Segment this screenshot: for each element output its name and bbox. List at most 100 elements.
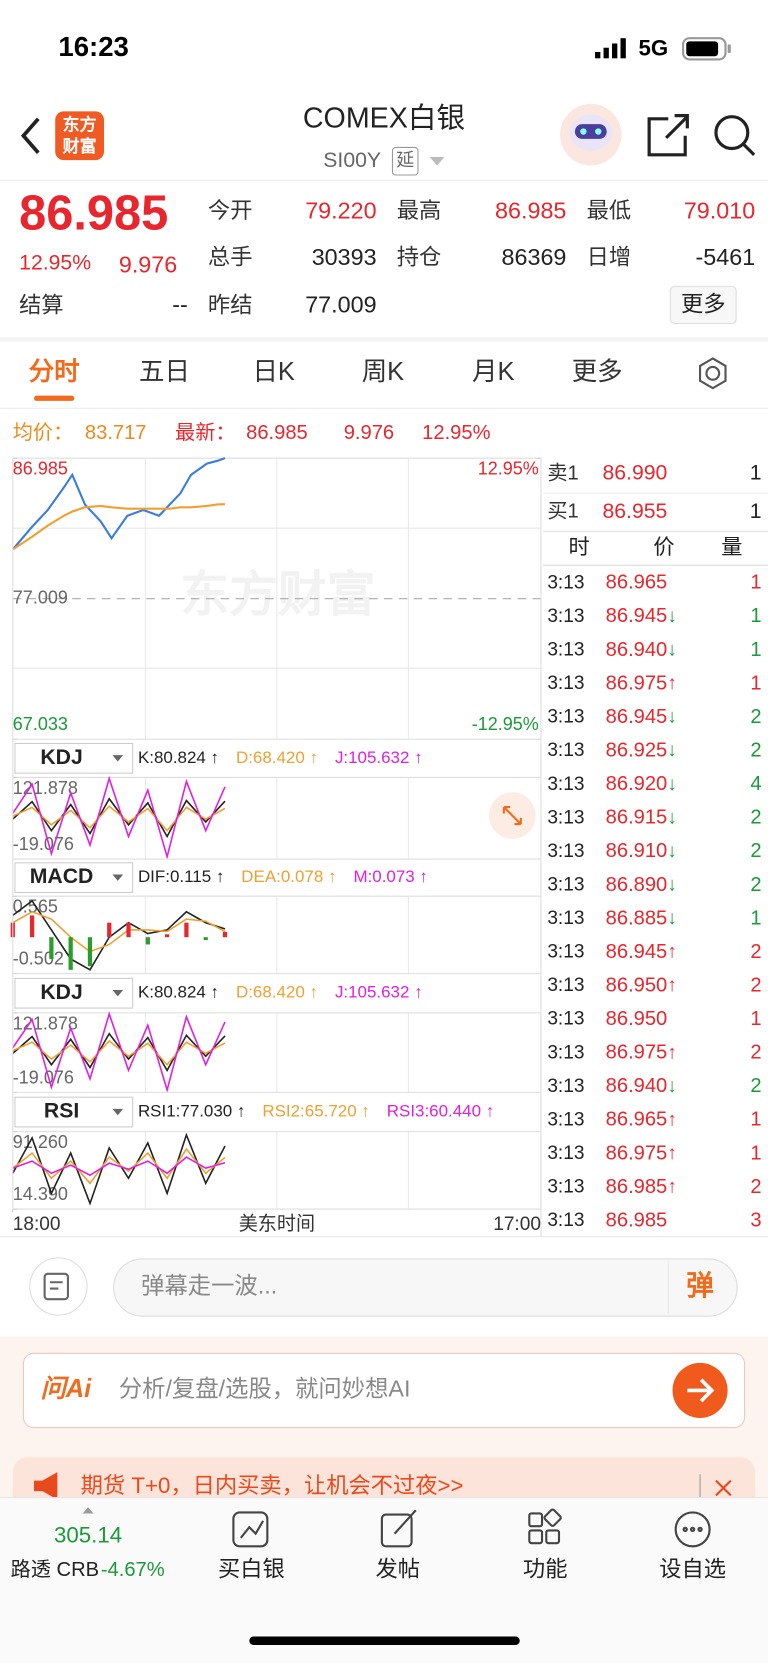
ai-card[interactable] [22, 1352, 746, 1429]
trade-time: 3:13 [547, 1042, 584, 1063]
series-line [12, 1039, 226, 1066]
tab-bar-item[interactable]: 设自选 [659, 1557, 726, 1582]
book-volume: 1 [750, 500, 762, 523]
trade-volume: 4 [750, 773, 761, 795]
series-line [12, 775, 226, 860]
series-line [12, 797, 226, 839]
series-line [12, 503, 226, 551]
book-volume: 1 [750, 462, 762, 485]
y2-tick-label: 12.95% [478, 459, 539, 479]
y-tick-label: 67.033 [13, 714, 68, 734]
trade-time: 3:13 [547, 1076, 584, 1097]
close-banner[interactable] [715, 1479, 732, 1497]
trade-volume: 2 [750, 706, 761, 728]
tab[interactable]: 月K [472, 358, 514, 386]
trade-time: 3:13 [547, 740, 584, 761]
series-line [12, 805, 226, 832]
settings-icon[interactable] [698, 357, 727, 390]
y-tick-label: 91.260 [13, 1132, 68, 1152]
legend-entry: RSI3:60.440 ↑ [387, 1102, 494, 1121]
index-name: 路透 CRB [11, 1558, 99, 1581]
tab-bar-item[interactable]: 发帖 [376, 1557, 421, 1582]
logo-text: 东方 [63, 115, 97, 135]
field-label: 持仓 [397, 245, 442, 270]
indicator-select[interactable] [14, 977, 134, 1009]
back-button[interactable] [20, 117, 40, 154]
trade-price: 86.945 [606, 706, 668, 728]
robot-avatar[interactable] [560, 103, 622, 166]
trade-direction: ↓ [667, 606, 677, 627]
x-axis-label: 美东时间 [239, 1213, 315, 1235]
comment-icon[interactable] [29, 1257, 88, 1316]
series-line [12, 1011, 226, 1094]
series-line [12, 899, 226, 971]
last-change: 9.976 [344, 422, 394, 444]
trade-direction: ↑ [667, 1042, 677, 1063]
indicator-name: KDJ [40, 746, 82, 769]
indicator-select[interactable] [14, 862, 134, 894]
tab[interactable]: 更多 [572, 358, 623, 386]
macd-bar [68, 937, 73, 970]
field-value: -- [172, 292, 188, 318]
trade-price: 86.945 [606, 941, 668, 963]
trade-price: 86.890 [606, 874, 668, 896]
indicator-select[interactable] [14, 742, 134, 774]
trade-time: 3:13 [547, 1143, 584, 1164]
megaphone-icon [34, 1472, 58, 1500]
book-price: 86.955 [602, 500, 667, 523]
legend-entry: J:105.632 ↑ [335, 983, 423, 1002]
trade-price: 86.975 [606, 672, 668, 694]
danmaku-button[interactable]: 弹 [686, 1270, 714, 1301]
badge-box [391, 146, 419, 176]
legend-entry: D:68.420 ↑ [236, 748, 318, 767]
y-tick-label: -0.502 [13, 949, 64, 969]
trade-direction: ↓ [667, 740, 677, 761]
logo[interactable]: 东方 财富 [55, 111, 105, 161]
indicator-name: RSI [44, 1100, 79, 1123]
share-icon[interactable] [647, 114, 689, 157]
y-tick-label: -19.076 [13, 834, 74, 854]
trade-volume: 2 [750, 739, 761, 761]
indicator-select[interactable] [14, 1096, 134, 1128]
tab-underline [34, 395, 75, 401]
ai-go-button[interactable] [672, 1362, 728, 1419]
tab[interactable]: 分时 [29, 358, 80, 386]
trade-volume: 2 [750, 974, 761, 996]
index-change: -4.67% [101, 1559, 165, 1581]
search-icon[interactable] [714, 115, 756, 156]
macd-bar [184, 922, 189, 938]
trade-direction: ↑ [667, 942, 677, 963]
more-button[interactable] [669, 285, 737, 325]
trade-direction: ↓ [667, 707, 677, 728]
x-tick-label: 17:00 [493, 1214, 541, 1235]
tab[interactable]: 五日 [139, 358, 190, 386]
legend-entry: DIF:0.115 ↑ [138, 867, 224, 886]
home-indicator [249, 1636, 520, 1645]
field-value: 77.009 [305, 292, 376, 318]
dropdown-icon[interactable] [429, 156, 445, 166]
more-label: 更多 [681, 291, 726, 316]
symbol: SI00Y [323, 149, 381, 172]
series-line [12, 910, 226, 953]
y-tick-label: 77.009 [13, 587, 68, 607]
tab-bar [0, 1497, 768, 1663]
tab-bar-item[interactable]: 功能 [523, 1557, 568, 1582]
index-value[interactable]: 305.14 [54, 1523, 122, 1548]
y-tick-label: 14.390 [13, 1184, 68, 1204]
trade-time: 3:13 [547, 807, 584, 828]
expand-arrow[interactable] [82, 1507, 94, 1514]
trade-price: 86.915 [606, 807, 668, 829]
trade-direction: ↓ [667, 908, 677, 929]
trade-price: 86.950 [606, 1008, 668, 1030]
comment-input[interactable] [113, 1258, 738, 1317]
logo-text: 财富 [62, 136, 97, 156]
trade-time: 3:13 [547, 942, 584, 963]
macd-bar [222, 931, 228, 938]
tab[interactable]: 日K [252, 358, 294, 386]
dropdown-icon [112, 990, 124, 997]
tab[interactable]: 周K [362, 358, 404, 386]
trade-time: 3:13 [547, 1177, 584, 1198]
tab-bar-item[interactable]: 买白银 [218, 1557, 285, 1582]
field-label: 今开 [208, 198, 253, 223]
